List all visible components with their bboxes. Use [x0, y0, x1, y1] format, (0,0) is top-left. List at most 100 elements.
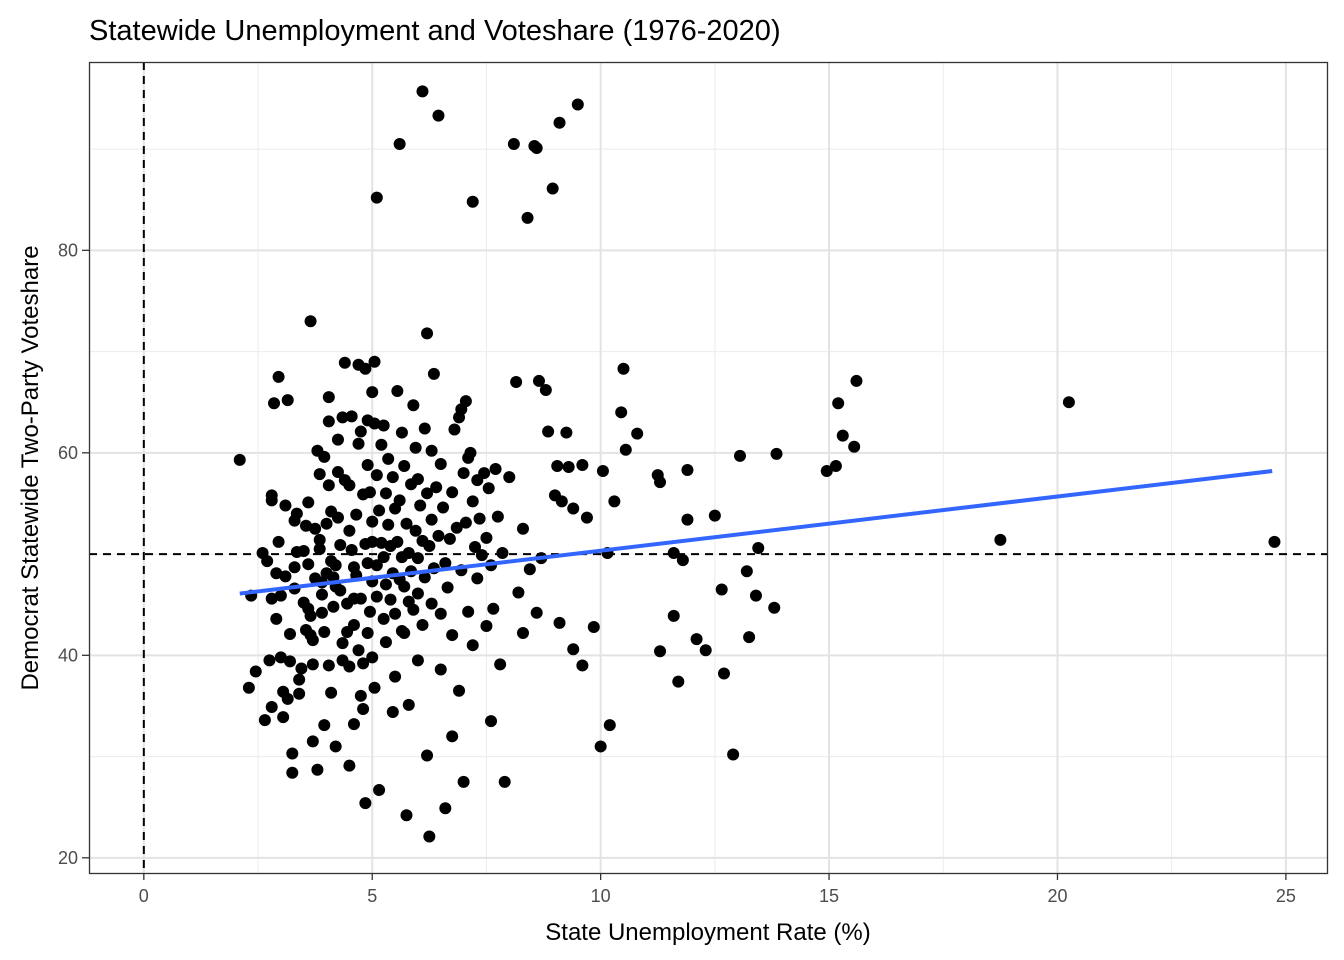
trend-line: [239, 469, 1273, 596]
data-point: [411, 473, 424, 486]
data-point: [361, 627, 374, 640]
data-point: [363, 486, 376, 499]
data-point: [439, 557, 452, 570]
data-point: [386, 471, 399, 484]
data-point: [681, 513, 694, 526]
data-point: [411, 654, 424, 667]
data-point: [681, 464, 694, 477]
data-point: [571, 98, 584, 111]
data-point: [354, 425, 367, 438]
data-point: [279, 499, 292, 512]
data-point: [690, 633, 703, 646]
data-point: [482, 482, 495, 495]
data-point: [370, 469, 383, 482]
data-point: [832, 397, 845, 410]
y-axis-ticks: 20 40 60 80: [58, 240, 89, 868]
data-point: [850, 374, 863, 387]
data-point: [434, 663, 447, 676]
data-point: [530, 606, 543, 619]
panel-border: [88, 61, 1329, 875]
data-point: [654, 645, 667, 658]
data-point: [331, 466, 344, 479]
data-point: [560, 426, 573, 439]
data-point: [338, 356, 351, 369]
data-point: [286, 766, 299, 779]
data-point: [391, 535, 404, 548]
data-point: [615, 406, 628, 419]
data-point: [398, 580, 411, 593]
data-point: [469, 540, 482, 553]
data-point: [379, 578, 392, 591]
data-point: [512, 586, 525, 599]
data-point: [313, 533, 326, 546]
data-point: [311, 763, 324, 776]
data-point: [498, 775, 511, 788]
y-tick-label: 60: [58, 443, 78, 463]
data-point: [820, 465, 833, 478]
data-point: [345, 544, 358, 557]
data-point: [382, 452, 395, 465]
data-point: [418, 422, 431, 435]
data-point: [523, 563, 536, 576]
data-point: [325, 686, 338, 699]
data-point: [370, 559, 383, 572]
data-point: [1268, 535, 1281, 548]
data-point: [322, 391, 335, 404]
data-point: [432, 529, 445, 542]
data-point: [343, 660, 356, 673]
data-point: [366, 535, 379, 548]
data-point: [530, 142, 543, 155]
data-point: [485, 715, 498, 728]
data-point: [363, 605, 376, 618]
data-point: [402, 698, 415, 711]
data-point: [418, 571, 431, 584]
data-point: [446, 629, 459, 642]
data-point: [717, 667, 730, 680]
data-point: [446, 730, 459, 743]
data-point: [553, 116, 566, 129]
data-point: [427, 367, 440, 380]
data-point: [306, 735, 319, 748]
data-point: [437, 501, 450, 514]
data-point: [293, 687, 306, 700]
data-point: [329, 740, 342, 753]
data-point: [320, 517, 333, 530]
data-point: [421, 487, 434, 500]
data-point: [306, 658, 319, 671]
data-point: [249, 665, 262, 678]
data-point: [443, 532, 456, 545]
data-point: [539, 384, 552, 397]
data-point: [295, 662, 308, 675]
data-point: [286, 747, 299, 760]
data-point: [347, 592, 360, 605]
data-point: [258, 714, 271, 727]
data-point: [411, 587, 424, 600]
x-tick-label: 25: [1276, 886, 1296, 906]
reference-lines: [89, 62, 1327, 873]
data-point: [829, 459, 842, 472]
data-point: [994, 533, 1007, 546]
data-point: [400, 517, 413, 530]
data-point: [354, 689, 367, 702]
data-point: [343, 759, 356, 772]
data-point: [277, 711, 290, 724]
data-point: [347, 618, 360, 631]
data-point: [284, 628, 297, 641]
data-point: [416, 85, 429, 98]
data-point: [375, 536, 388, 549]
data-point: [466, 639, 479, 652]
data-point: [619, 443, 632, 456]
data-point: [398, 627, 411, 640]
data-point: [667, 609, 680, 622]
data-point: [352, 437, 365, 450]
data-point: [366, 386, 379, 399]
data-point: [567, 502, 580, 515]
data-point: [446, 486, 459, 499]
data-point: [654, 476, 667, 489]
data-point: [608, 495, 621, 508]
data-point: [304, 609, 317, 622]
data-point: [453, 684, 466, 697]
data-point: [331, 433, 344, 446]
data-point: [430, 481, 443, 494]
data-point: [274, 651, 287, 664]
